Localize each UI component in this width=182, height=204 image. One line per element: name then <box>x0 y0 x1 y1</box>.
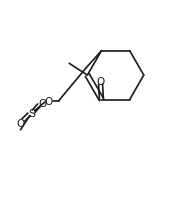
Text: O: O <box>96 76 105 86</box>
Text: O: O <box>45 96 53 106</box>
Text: S: S <box>28 108 35 118</box>
Text: O: O <box>16 118 24 128</box>
Text: O: O <box>38 98 46 108</box>
